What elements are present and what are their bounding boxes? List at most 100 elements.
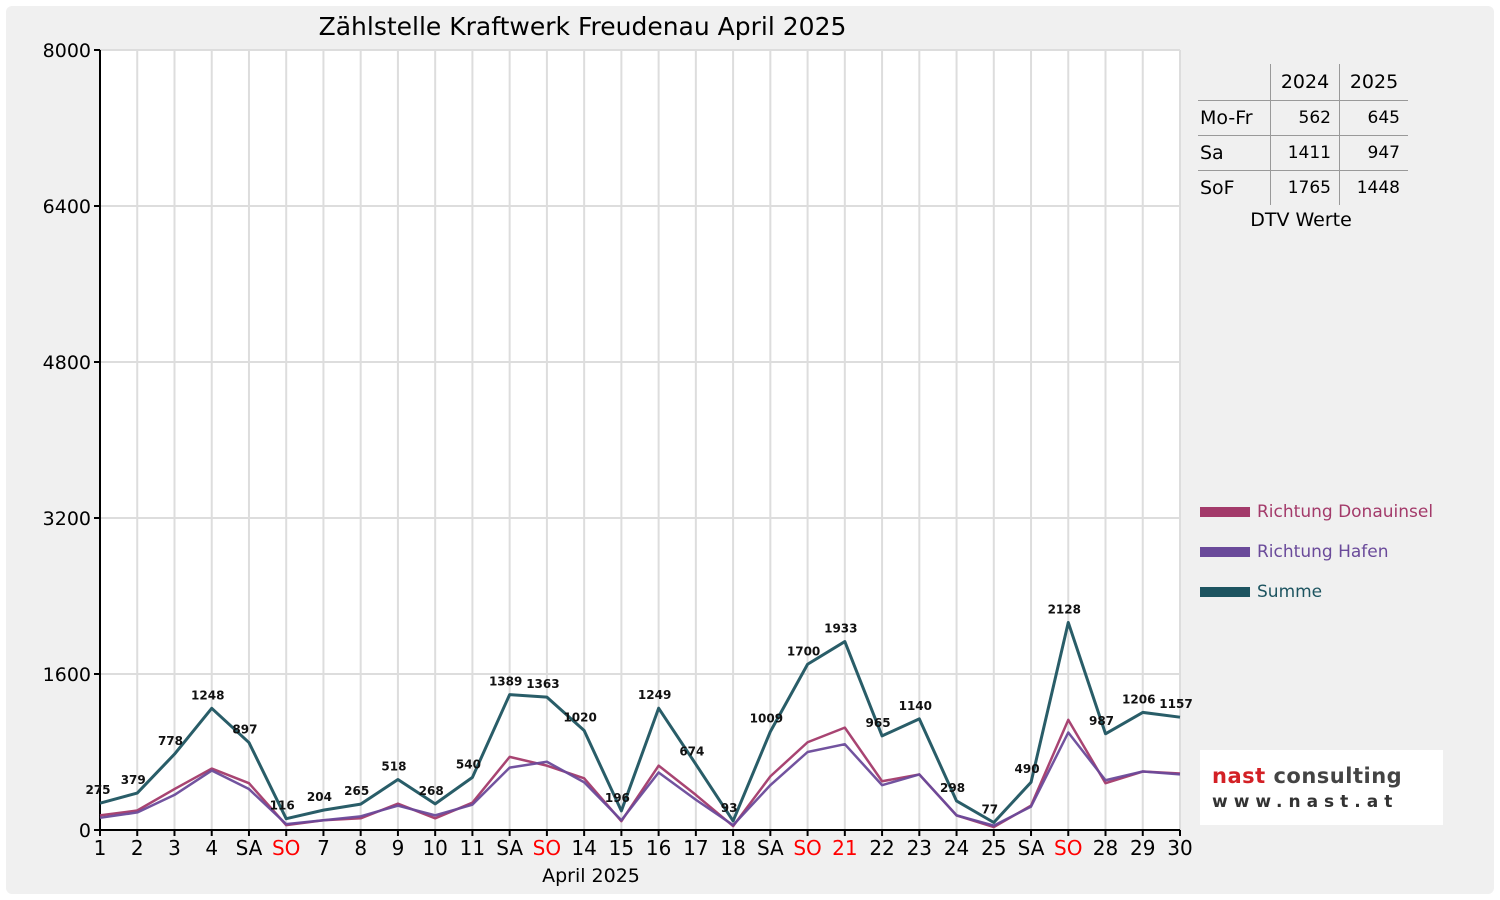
x-tick-label: 29 <box>1130 836 1155 860</box>
y-tick-label: 6400 <box>43 196 91 218</box>
data-label: 1249 <box>638 688 671 702</box>
dtv-row: SoF 1765 1448 <box>1198 170 1408 205</box>
legend-label: Richtung Donauinsel <box>1257 502 1434 522</box>
data-label: 2128 <box>1048 603 1081 617</box>
x-tick-label: SO <box>533 836 561 860</box>
data-label: 275 <box>85 783 110 797</box>
legend-item-summe: Summe <box>1200 572 1433 612</box>
data-label: 1206 <box>1122 692 1155 706</box>
data-label: 518 <box>381 759 406 773</box>
data-label: 897 <box>232 723 257 737</box>
logo-wordmark: nast consulting <box>1212 764 1402 788</box>
x-tick-label: SO <box>1054 836 1082 860</box>
x-tick-label: 30 <box>1167 836 1192 860</box>
data-label: 778 <box>158 734 183 748</box>
x-tick-label: 14 <box>571 836 596 860</box>
x-tick-label: 11 <box>460 836 485 860</box>
data-label: 490 <box>1015 762 1040 776</box>
dtv-row: Mo-Fr 562 645 <box>1198 100 1408 136</box>
x-tick-label: 8 <box>354 836 367 860</box>
logo-brand-red: nast <box>1212 764 1266 788</box>
logo-url: www.nast.at <box>1212 792 1399 812</box>
dtv-value-2024: 1765 <box>1270 170 1340 205</box>
data-label: 674 <box>679 744 704 758</box>
dtv-header-row: 2024 2025 <box>1198 64 1408 101</box>
dtv-row-label: Sa <box>1198 135 1271 171</box>
data-label: 1700 <box>787 644 820 658</box>
data-label: 540 <box>456 757 481 771</box>
legend-swatch <box>1200 507 1250 517</box>
data-label: 1009 <box>750 712 783 726</box>
data-label: 77 <box>981 802 998 816</box>
y-tick-label: 1600 <box>43 664 91 686</box>
x-tick-label: 15 <box>609 836 634 860</box>
x-tick-label: SA <box>496 836 523 860</box>
x-tick-label: 9 <box>392 836 405 860</box>
logo-brand-rest: consulting <box>1273 764 1403 788</box>
data-label: 987 <box>1089 714 1114 728</box>
legend-item-donauinsel: Richtung Donauinsel <box>1200 492 1433 532</box>
x-tick-label: 21 <box>832 836 857 860</box>
x-tick-label: 3 <box>168 836 181 860</box>
x-tick-label: 22 <box>869 836 894 860</box>
legend-swatch <box>1200 547 1250 557</box>
dtv-value-2025: 645 <box>1339 100 1408 136</box>
y-tick-label: 3200 <box>43 508 91 530</box>
data-label: 204 <box>307 790 332 804</box>
x-tick-label: 4 <box>205 836 218 860</box>
data-label: 1140 <box>899 699 932 713</box>
x-tick-label: 7 <box>317 836 330 860</box>
dtv-row-label: SoF <box>1200 177 1235 199</box>
x-tick-label: 2 <box>131 836 144 860</box>
x-axis-title: April 2025 <box>542 865 640 887</box>
x-tick-label: 18 <box>720 836 745 860</box>
x-tick-label: SO <box>272 836 300 860</box>
dtv-caption: DTV Werte <box>1250 209 1352 231</box>
data-label: 1020 <box>563 711 596 725</box>
x-tick-label: SA <box>236 836 263 860</box>
dtv-value-2025: 1448 <box>1339 170 1408 205</box>
dtv-value-2025: 947 <box>1339 135 1408 171</box>
legend-swatch <box>1200 587 1250 597</box>
plot-area <box>100 50 1180 830</box>
data-label: 965 <box>866 716 891 730</box>
x-tick-label: 17 <box>683 836 708 860</box>
data-label: 1389 <box>489 675 522 689</box>
legend-item-hafen: Richtung Hafen <box>1200 532 1433 572</box>
x-tick-label: 1 <box>94 836 107 860</box>
dtv-header-2025: 2025 <box>1339 64 1408 101</box>
data-label: 1933 <box>824 622 857 636</box>
dtv-value-2024: 562 <box>1270 100 1340 136</box>
x-tick-label: 25 <box>981 836 1006 860</box>
y-tick-label: 8000 <box>43 40 91 62</box>
dtv-table: 2024 2025 Mo-Fr 562 645 Sa 1411 947 SoF … <box>1198 64 1408 205</box>
dtv-row-label: Mo-Fr <box>1198 100 1271 136</box>
x-tick-label: 24 <box>944 836 969 860</box>
dtv-header-2024: 2024 <box>1270 64 1340 101</box>
x-tick-label: 23 <box>907 836 932 860</box>
legend-label: Summe <box>1257 582 1323 602</box>
data-label: 1363 <box>526 677 559 691</box>
dtv-corner <box>1198 64 1271 101</box>
x-tick-label: 10 <box>422 836 447 860</box>
data-label: 268 <box>419 784 444 798</box>
dtv-value-2024: 1411 <box>1270 135 1340 171</box>
data-label: 379 <box>121 773 146 787</box>
chart-legend: Richtung Donauinsel Richtung Hafen Summe <box>1200 492 1433 612</box>
series-line-richtung-hafen <box>99 731 1181 827</box>
chart-title: Zählstelle Kraftwerk Freudenau April 202… <box>318 12 847 41</box>
data-label: 196 <box>605 791 630 805</box>
data-label: 1157 <box>1159 697 1192 711</box>
y-tick-label: 0 <box>79 820 91 842</box>
x-tick-label: SO <box>793 836 821 860</box>
y-tick-label: 4800 <box>43 352 91 374</box>
data-label: 298 <box>940 781 965 795</box>
data-label: 1248 <box>191 688 224 702</box>
legend-label: Richtung Hafen <box>1257 542 1389 562</box>
data-label: 93 <box>721 801 738 815</box>
x-tick-label: SA <box>1018 836 1045 860</box>
company-logo: nast consulting www.nast.at <box>1200 750 1443 825</box>
data-label: 116 <box>270 799 295 813</box>
data-label: 265 <box>344 784 369 798</box>
